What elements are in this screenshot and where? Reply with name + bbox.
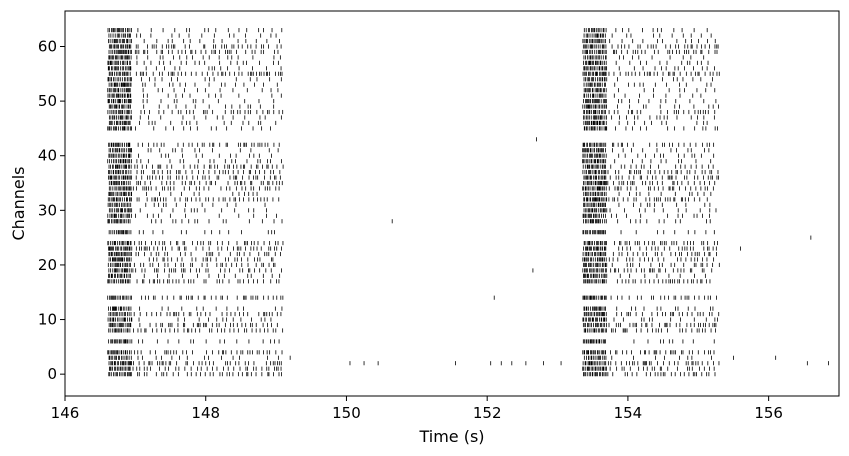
x-tick-label: 148	[191, 404, 220, 422]
x-tick-label: 146	[51, 404, 80, 422]
x-axis-label: Time (s)	[418, 427, 484, 446]
y-tick-label: 60	[38, 37, 57, 55]
x-axis-ticks: 146 148 150 152 154 156	[51, 396, 783, 422]
y-tick-label: 20	[38, 256, 57, 274]
y-tick-label: 50	[38, 92, 57, 110]
y-tick-label: 10	[38, 311, 57, 329]
spike-layer	[107, 28, 829, 377]
y-axis-label: Channels	[9, 166, 28, 240]
x-tick-label: 152	[473, 404, 502, 422]
plot-frame	[64, 10, 840, 397]
y-tick-label: 30	[38, 201, 57, 219]
y-axis-ticks: 0 10 20 30 40 50 60	[38, 37, 65, 383]
y-tick-label: 40	[38, 147, 57, 165]
x-tick-label: 154	[614, 404, 643, 422]
x-tick-label: 150	[332, 404, 361, 422]
x-tick-label: 156	[754, 404, 783, 422]
y-tick-label: 0	[47, 365, 57, 383]
